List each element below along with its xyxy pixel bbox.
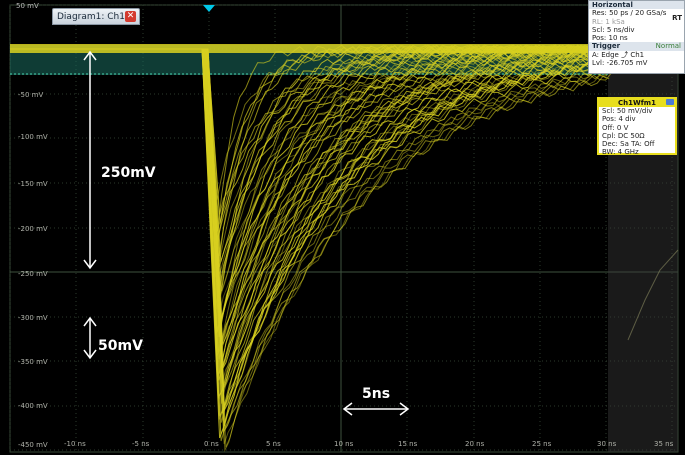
x-axis-label: 5 ns bbox=[266, 440, 281, 448]
vertical-scale-readout: Scl: 50 mV/div bbox=[599, 107, 675, 115]
diagram-tab[interactable]: Diagram1: Ch1 ✕ bbox=[52, 8, 140, 25]
coupling-readout: Cpl: DC 50Ω bbox=[599, 132, 675, 140]
offset-readout: Off: 0 V bbox=[599, 124, 675, 132]
pulse-trace bbox=[10, 47, 610, 363]
x-axis-label: 0 ns bbox=[204, 440, 219, 448]
pulse-trace bbox=[10, 49, 607, 450]
y-axis-label: -300 mV bbox=[18, 314, 48, 322]
trigger-header: Trigger Normal bbox=[589, 42, 684, 50]
pulse-trace bbox=[10, 49, 608, 447]
time-scale-readout: Scl: 5 ns/div bbox=[589, 26, 684, 34]
realtime-badge: RT bbox=[672, 14, 682, 22]
time-position-readout: Pos: 10 ns bbox=[589, 34, 684, 42]
trigger-source-readout: A: Edge ⤴ Ch1 bbox=[589, 51, 684, 59]
pulse-trace bbox=[10, 47, 611, 333]
amplitude-annotation-50mv: 50mV bbox=[98, 338, 143, 354]
x-axis-label: 20 ns bbox=[465, 440, 484, 448]
x-axis-label: 25 ns bbox=[532, 440, 551, 448]
y-axis-label: -200 mV bbox=[18, 225, 48, 233]
decimation-readout: Dec: Sa TA: Off bbox=[599, 140, 675, 148]
bandwidth-readout: BW: 4 GHz bbox=[599, 148, 675, 156]
trigger-title: Trigger bbox=[592, 42, 620, 50]
x-axis-label: 10 ns bbox=[334, 440, 353, 448]
channel-info-box[interactable]: Ch1Wfm1 Scl: 50 mV/div Pos: 4 div Off: 0… bbox=[597, 97, 677, 155]
trigger-level-readout: Lvl: -26.705 mV bbox=[589, 59, 684, 67]
pulse-trace bbox=[10, 49, 609, 441]
channel-info-header: Ch1Wfm1 bbox=[599, 99, 675, 107]
resolution-readout: Res: 50 ps / 20 GSa/s bbox=[589, 9, 684, 17]
x-axis-label: -10 ns bbox=[64, 440, 86, 448]
vertical-position-readout: Pos: 4 div bbox=[599, 115, 675, 123]
pulse-trace bbox=[10, 49, 607, 359]
trigger-mode: Normal bbox=[656, 42, 681, 50]
amplitude-annotation-250mv: 250mV bbox=[101, 165, 156, 181]
horizontal-trigger-panel[interactable]: Horizontal Res: 50 ps / 20 GSa/s RL: 1 k… bbox=[588, 0, 685, 74]
pulse-trace bbox=[10, 49, 607, 374]
x-axis-label: 30 ns bbox=[597, 440, 616, 448]
pulse-trace bbox=[10, 49, 611, 356]
time-annotation-5ns: 5ns bbox=[362, 386, 390, 402]
horizontal-header: Horizontal bbox=[589, 1, 684, 9]
y-axis-label: -450 mV bbox=[18, 441, 48, 449]
x-axis-label: 35 ns bbox=[654, 440, 673, 448]
close-icon[interactable]: ✕ bbox=[125, 11, 136, 22]
top-voltage-label: 50 mV bbox=[16, 2, 39, 10]
diagram-tab-label: Diagram1: Ch1 bbox=[57, 12, 125, 22]
y-axis-label: -350 mV bbox=[18, 358, 48, 366]
y-axis-label: -50 mV bbox=[18, 91, 43, 99]
y-axis-label: -150 mV bbox=[18, 180, 48, 188]
y-axis-label: -250 mV bbox=[18, 270, 48, 278]
x-axis-label: 15 ns bbox=[398, 440, 417, 448]
record-length-readout: RL: 1 kSa bbox=[589, 18, 684, 26]
y-axis-label: -100 mV bbox=[18, 133, 48, 141]
y-axis-label: -400 mV bbox=[18, 402, 48, 410]
pulse-trace bbox=[10, 49, 608, 438]
trigger-position-marker bbox=[203, 5, 215, 12]
pulse-trace bbox=[10, 48, 610, 341]
pulse-trace bbox=[10, 49, 609, 435]
minimize-icon[interactable] bbox=[666, 99, 674, 105]
x-axis-label: -5 ns bbox=[132, 440, 149, 448]
